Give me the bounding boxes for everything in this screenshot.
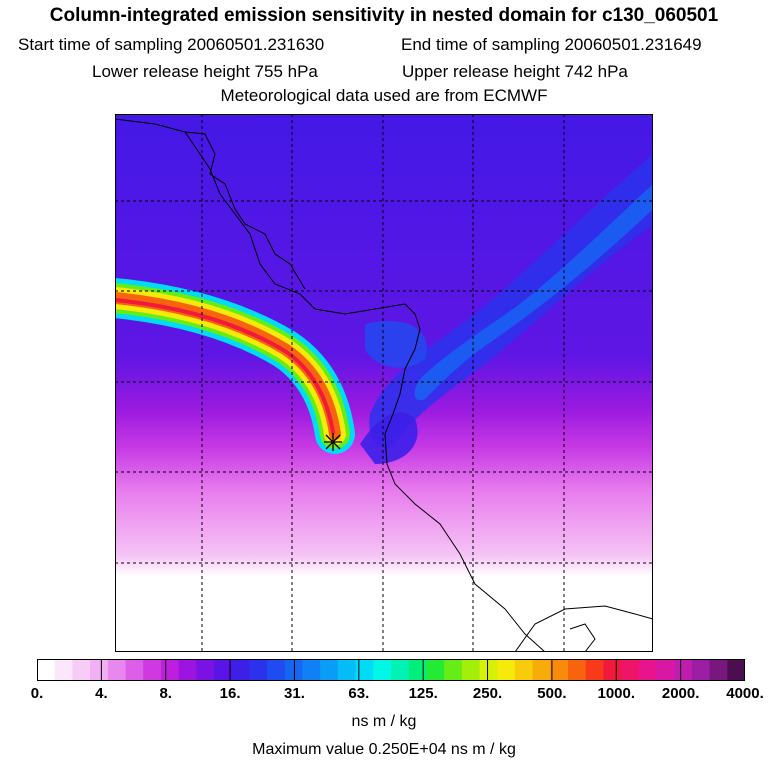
colorbar-tick-label: 63. — [348, 685, 370, 702]
colorbar-cell — [337, 659, 357, 681]
colorbar — [37, 659, 745, 681]
colorbar-cell — [284, 659, 304, 681]
colorbar-cell — [426, 659, 445, 681]
colorbar-cell — [568, 659, 587, 681]
lower-release-label: Lower release height 755 hPa — [92, 62, 318, 81]
colorbar-tick-label: 4000. — [726, 685, 764, 702]
star-marker — [324, 433, 342, 451]
colorbar-cell — [408, 659, 427, 681]
colorbar-units: ns m / kg — [351, 713, 417, 730]
colorbar-cell — [444, 659, 463, 681]
colorbar-cell — [178, 659, 197, 681]
max-value-label: Maximum value 0.250E+04 ns m / kg — [252, 741, 516, 758]
coastline-south — [514, 605, 653, 652]
colorbar-cell — [196, 659, 215, 681]
coastline-island — [569, 623, 596, 652]
colorbar-cell — [267, 659, 286, 681]
colorbar-tick-label: 1000. — [597, 685, 636, 702]
colorbar-cell — [727, 659, 745, 681]
dark-blue-patch — [360, 412, 418, 464]
coastline — [115, 118, 546, 652]
colorbar-tick-label: 2000. — [661, 685, 700, 702]
map-frame — [115, 114, 653, 652]
colorbar-cell — [709, 659, 728, 681]
colorbar-cell — [72, 659, 91, 681]
colorbar-tick-label: 31. — [284, 685, 305, 702]
colorbar-cell — [143, 659, 162, 681]
colorbar-cell — [125, 659, 144, 681]
colorbar-tick-label: 125. — [408, 685, 438, 702]
colorbar-cell — [532, 659, 551, 681]
sensitivity-map — [115, 114, 653, 652]
colorbar-cell — [249, 659, 268, 681]
colorbar-cell — [90, 659, 109, 681]
colorbar-tick-label: 0. — [30, 685, 44, 702]
colorbar-cell — [160, 659, 180, 681]
colorbar-cell — [550, 659, 569, 681]
colorbar-tick-label: 8. — [159, 685, 172, 702]
blue-band-inner — [414, 184, 653, 401]
colorbar-cell — [37, 659, 56, 681]
colorbar-cell — [497, 659, 516, 681]
start-time-label: Start time of sampling 20060501.231630 — [18, 35, 325, 54]
colorbar-cell — [355, 659, 374, 681]
colorbar-cell — [461, 659, 481, 681]
end-time-label: End time of sampling 20060501.231649 — [401, 35, 702, 54]
colorbar-cell — [621, 659, 640, 681]
colorbar-tick-label: 250. — [472, 685, 503, 702]
plume-peak — [115, 298, 335, 434]
colorbar-cell — [638, 659, 658, 681]
met-data-label: Meteorological data used are from ECMWF — [220, 86, 548, 105]
colorbar-tick-label: 500. — [537, 685, 567, 702]
colorbar-cell — [691, 659, 711, 681]
colorbar-cell — [391, 659, 410, 681]
colorbar-cell — [214, 659, 233, 681]
colorbar-cell — [302, 659, 321, 681]
colorbar-cell — [320, 659, 339, 681]
colorbar-tick-label: 4. — [95, 685, 108, 702]
colorbar-cell — [373, 659, 392, 681]
colorbar-cell — [231, 659, 250, 681]
upper-release-label: Upper release height 742 hPa — [402, 62, 628, 81]
plot-title: Column-integrated emission sensitivity i… — [49, 5, 719, 26]
colorbar-cell — [585, 659, 604, 681]
map-background — [115, 114, 653, 652]
colorbar-cell — [479, 659, 498, 681]
colorbar-cell — [54, 659, 73, 681]
colorbar-cell — [674, 659, 693, 681]
colorbar-cell — [107, 659, 127, 681]
colorbar-cell — [603, 659, 622, 681]
coastline-peninsula — [184, 131, 306, 290]
colorbar-cell — [514, 659, 534, 681]
colorbar-cell — [656, 659, 675, 681]
colorbar-tick-label: 16. — [219, 685, 241, 702]
